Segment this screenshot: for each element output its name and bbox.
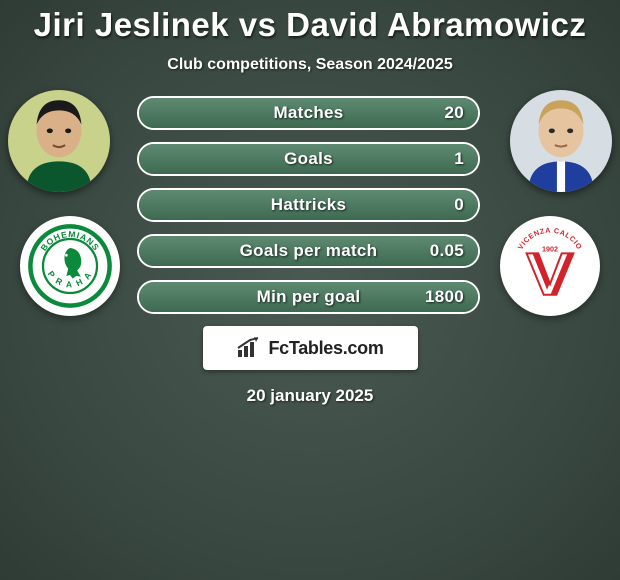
infographic: Jiri Jeslinek vs David Abramowicz Club c… — [0, 0, 620, 406]
stat-bar-min-per-goal: Min per goal 1800 — [137, 280, 480, 314]
club-b-badge-svg: VICENZA CALCIO 1902 — [505, 221, 595, 311]
brand-chart-icon — [236, 337, 262, 359]
player-b-avatar — [510, 90, 612, 192]
player-a-avatar — [8, 90, 110, 192]
stat-label: Matches — [139, 98, 478, 128]
svg-text:1902: 1902 — [542, 245, 558, 254]
stat-value: 20 — [444, 98, 464, 128]
brand-text: FcTables.com — [268, 338, 383, 359]
player-b-avatar-svg — [510, 90, 612, 192]
stat-bar-goals: Goals 1 — [137, 142, 480, 176]
page-title: Jiri Jeslinek vs David Abramowicz — [0, 0, 620, 44]
stat-label: Goals — [139, 144, 478, 174]
stat-label: Goals per match — [139, 236, 478, 266]
stat-value: 0.05 — [430, 236, 464, 266]
brand-box: FcTables.com — [203, 326, 418, 370]
date-label: 20 january 2025 — [0, 386, 620, 406]
comparison-area: BOHEMIANS P R A H A VICENZA CALCIO — [0, 96, 620, 406]
stat-value: 1 — [454, 144, 464, 174]
vs-label: vs — [239, 6, 277, 43]
club-b-badge: VICENZA CALCIO 1902 — [500, 216, 600, 316]
stat-bar-hattricks: Hattricks 0 — [137, 188, 480, 222]
player-b-name: David Abramowicz — [286, 6, 586, 43]
stat-label: Hattricks — [139, 190, 478, 220]
player-a-name: Jiri Jeslinek — [34, 6, 229, 43]
stat-bar-goals-per-match: Goals per match 0.05 — [137, 234, 480, 268]
subtitle: Club competitions, Season 2024/2025 — [0, 56, 620, 74]
stat-bars: Matches 20 Goals 1 Hattricks 0 Goals per… — [137, 96, 480, 314]
stat-value: 1800 — [425, 282, 464, 312]
club-a-badge-svg: BOHEMIANS P R A H A — [25, 221, 115, 311]
stat-bar-matches: Matches 20 — [137, 96, 480, 130]
club-a-badge: BOHEMIANS P R A H A — [20, 216, 120, 316]
stat-value: 0 — [454, 190, 464, 220]
player-a-avatar-svg — [8, 90, 110, 192]
